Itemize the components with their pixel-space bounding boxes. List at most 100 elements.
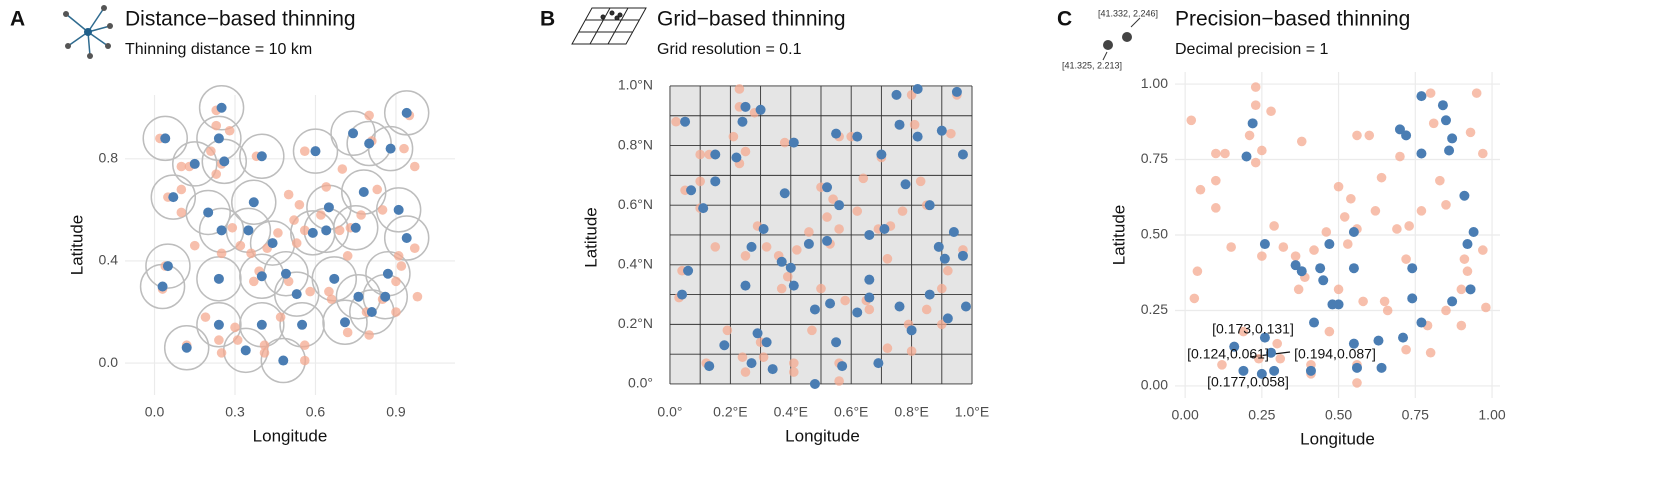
annotation: [0.124,0.061] [1187,346,1269,362]
point [1321,227,1332,237]
point [162,261,173,272]
point [710,149,721,160]
point [1447,296,1458,307]
point [181,342,192,353]
buffer-circle [231,179,277,225]
buffer-circle [185,189,231,236]
y-tick-label: 0.4°N [618,255,653,271]
point [698,203,709,214]
buffer-circle [239,133,285,180]
point [1468,226,1479,237]
point [216,225,227,236]
point [401,232,412,243]
point [1293,284,1304,295]
point [1416,317,1427,328]
point [924,200,935,211]
point [1407,293,1418,304]
y-tick-label: 0.4 [99,252,119,268]
buffer-circle [375,187,422,233]
point [230,322,240,333]
buffer-circle [201,138,248,185]
point [782,271,793,282]
buffer-circle [172,141,218,187]
point [259,348,270,358]
point [211,120,222,131]
point [704,361,715,372]
point [746,358,757,369]
point [737,352,748,362]
point [267,238,278,249]
point [358,187,369,198]
buffer-circle [346,120,392,167]
x-tick-label: 0.8°E [894,404,928,420]
point [1465,284,1476,295]
point [731,152,742,163]
panel-subtitle: Grid resolution = 0.1 [657,41,802,58]
buffer-circle [142,115,188,162]
point [1333,181,1344,192]
point [380,291,391,302]
point [1275,353,1286,364]
x-tick-label: 1.00 [1478,407,1505,423]
point [1401,254,1411,264]
point [710,176,721,187]
buffer-circle [163,325,210,371]
point [761,337,772,348]
x-tick-label: 0.75 [1402,407,1429,423]
point [734,84,745,94]
point [803,238,814,249]
point [1272,338,1282,349]
point [1269,221,1279,231]
point [1459,254,1470,264]
point [1456,284,1467,295]
buffer-circle [145,243,191,289]
point [740,101,751,112]
point [1269,365,1280,376]
point [1278,242,1289,252]
point [348,128,359,139]
x-tick-label: 0.6 [306,404,326,420]
point [864,274,875,285]
point [852,307,863,318]
point [213,273,224,284]
point [1352,130,1362,141]
point [831,337,842,348]
point [256,151,267,162]
point [307,227,318,238]
point [1358,296,1368,307]
point [1309,317,1320,328]
point [840,295,850,306]
point [323,202,334,213]
point [1290,251,1301,261]
point [1398,332,1409,343]
point [1247,118,1258,129]
point [1226,242,1236,252]
point [1352,378,1362,388]
panel-title: Distance−based thinning [125,8,356,31]
point [211,169,222,179]
point [915,176,926,187]
point [401,107,412,118]
point [921,304,932,315]
point [788,280,799,291]
point [719,340,730,351]
point [1296,266,1307,277]
point [1186,115,1197,126]
point [1217,359,1227,370]
point [283,276,294,287]
point [385,143,396,154]
point [1471,88,1482,98]
point [1440,115,1451,126]
point [792,245,802,255]
point [1376,362,1387,373]
point [891,89,902,100]
point [189,240,200,251]
point [933,241,944,252]
point [1220,148,1230,159]
point [752,328,763,339]
point [1376,172,1387,183]
y-tick-label: 0.8°N [618,136,653,152]
point [1290,260,1301,271]
y-axis-title: Latitude [581,207,600,268]
point [168,192,179,203]
